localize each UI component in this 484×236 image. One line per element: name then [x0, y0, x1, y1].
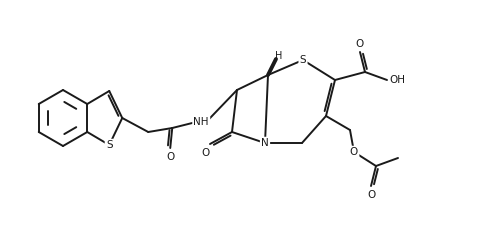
Text: N: N [261, 138, 269, 148]
Text: O: O [367, 190, 375, 200]
Text: O: O [166, 152, 174, 162]
Text: S: S [106, 140, 113, 150]
Text: O: O [202, 148, 210, 158]
Text: H: H [275, 51, 283, 61]
Text: NH: NH [194, 117, 209, 127]
Text: S: S [106, 140, 113, 150]
Text: NH: NH [194, 117, 209, 127]
Text: O: O [350, 147, 358, 157]
Text: S: S [300, 55, 306, 65]
Text: OH: OH [389, 75, 405, 85]
Text: N: N [261, 138, 269, 148]
Text: S: S [300, 55, 306, 65]
Text: O: O [356, 39, 364, 49]
Text: O: O [350, 147, 358, 157]
